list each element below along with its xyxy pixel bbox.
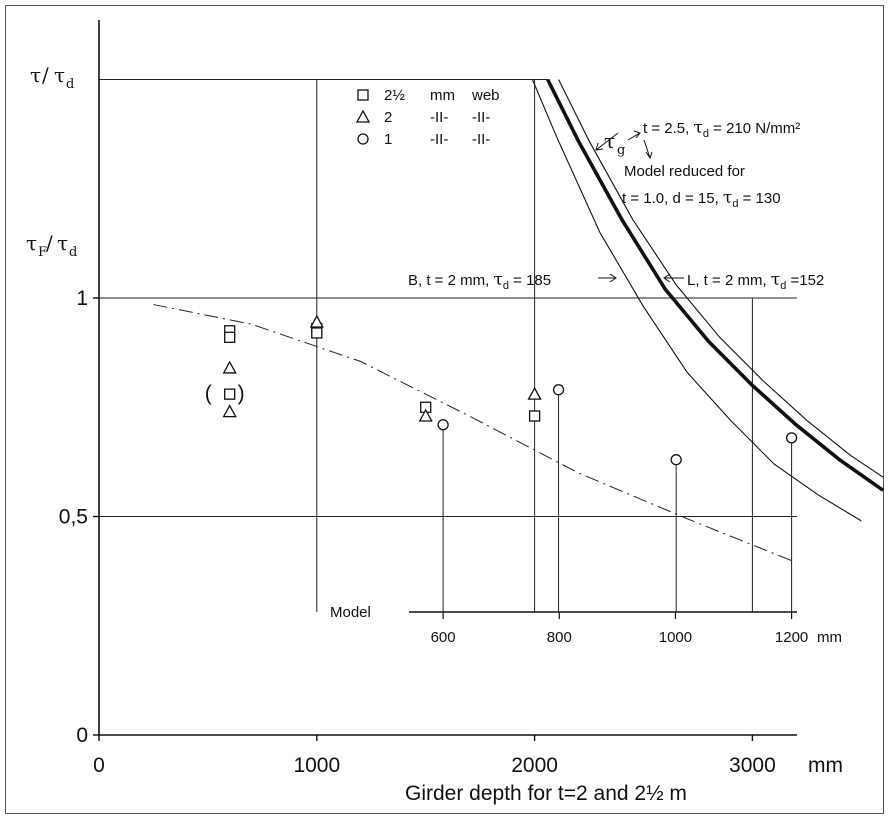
data-point-triangle [418, 408, 433, 422]
arrow-icon [627, 130, 641, 141]
data-point-triangle [527, 386, 542, 400]
legend: 2½ mm web 2 -II- -II- 1 -II- -II- [355, 87, 500, 148]
curve-label-tau-g-text: t = 2.5, τd = 210 N/mm² [643, 118, 800, 140]
data-point-triangle [309, 314, 324, 328]
curve-label-B: B, t = 2 mm, τd = 185 [408, 270, 551, 292]
curve-tau_g [546, 78, 885, 492]
legend-label: 2 [384, 109, 392, 126]
annotations: τ g t = 2.5, τd = 210 N/mm² Model reduced f… [408, 118, 824, 292]
legend-col2: -II- [430, 109, 448, 126]
x-tick-label: 1000 [293, 754, 340, 777]
x-tick-label: 3000 [729, 754, 776, 777]
model-unit-label: mm [817, 629, 842, 646]
y-tick-label: 0 [76, 724, 88, 747]
data-point-square-bracketed [224, 388, 236, 400]
curve-label-tau-g: τ [604, 129, 615, 153]
y-label-mid-sub: d [69, 245, 77, 260]
y-label-mid-tau-d: τ [57, 231, 68, 255]
legend-col3: -II- [472, 131, 490, 148]
model-tick-label: 1200 [775, 629, 808, 646]
trend-curve [153, 304, 797, 563]
y-label-mid-sub-f: F [38, 245, 47, 260]
data-point-triangle [222, 404, 237, 418]
data-point-square [224, 331, 236, 343]
y-label-top-tau-d: τ [54, 63, 65, 87]
data-point-square [311, 327, 323, 339]
curve-label-L: L, t = 2 mm, τd =152 [687, 270, 824, 292]
reference-lines [99, 79, 797, 612]
legend-marker-circle [357, 133, 369, 145]
y-label-mid-tau: τ [26, 231, 37, 255]
arrow-icon [663, 273, 684, 283]
legend-col2: -II- [430, 131, 448, 148]
curve-model_reduced [558, 79, 884, 478]
model-tick-label: 1000 [659, 629, 692, 646]
x-tick-label: 0 [93, 754, 105, 777]
data-point-triangle [222, 360, 237, 374]
model-tick-label: 600 [431, 629, 456, 646]
x-unit-label: mm [808, 754, 843, 777]
arrow-icon [598, 273, 617, 283]
model-axis: Model 600 800 1000 1200 mm [330, 604, 842, 646]
curve-B [531, 79, 862, 522]
legend-marker-square [357, 89, 369, 101]
data-markers: ( ) [205, 314, 798, 612]
data-point-square [528, 410, 541, 422]
legend-col3: web [471, 87, 500, 104]
legend-label: 2½ [384, 87, 405, 104]
data-point-circle [552, 384, 565, 396]
arrow-icon [643, 139, 653, 160]
model-axis-label: Model [330, 604, 371, 621]
y-tick-label: 1 [76, 287, 88, 310]
y-tick-label: 0,5 [59, 506, 88, 529]
x-axis-label: Girder depth for t=2 and 2½ m [405, 782, 687, 805]
legend-col3: -II- [472, 109, 490, 126]
y-label-top-slash: / [42, 63, 49, 87]
data-point-circle [670, 454, 682, 466]
y-label-top-tau: τ [30, 63, 41, 87]
legend-marker-triangle [355, 109, 371, 123]
legend-col2: mm [430, 87, 455, 104]
figure-frame [5, 5, 884, 814]
curves [153, 78, 885, 563]
legend-label: 1 [384, 131, 392, 148]
y-label-top-sub: d [66, 77, 74, 92]
curve-label-model-line1: Model reduced for [624, 163, 745, 180]
data-point-circle [437, 419, 449, 431]
arrow-icon [595, 132, 619, 151]
y-label-mid-slash: / [46, 231, 53, 255]
curve-label-model-line2: t = 1.0, d = 15, τd = 130 [622, 188, 781, 210]
x-tick-label: 2000 [511, 754, 558, 777]
bracket-around-point: ( ) [205, 382, 255, 405]
curve-label-tau-g-sub: g [617, 143, 625, 158]
model-tick-label: 800 [547, 629, 572, 646]
data-point-circle [785, 432, 798, 444]
